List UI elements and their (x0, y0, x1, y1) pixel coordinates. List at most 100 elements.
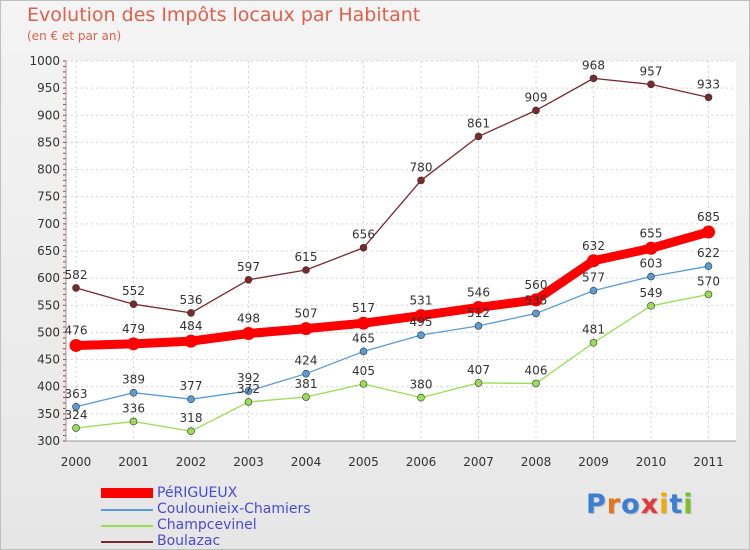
series-line-coulounieix-chamiers (75, 265, 710, 408)
y-tick-label-1000: 1000 (29, 54, 60, 68)
series-line-p-rigueux (71, 227, 713, 350)
y-tick-label-750: 750 (37, 190, 60, 204)
x-tick-label-2009: 2009 (578, 455, 609, 469)
data-point-p-rigueux-2006 (414, 309, 428, 323)
y-tick-label-550: 550 (37, 298, 60, 312)
data-label-coulounieix-chamiers-2003: 392 (237, 371, 260, 385)
data-label-champcevinel-2005: 405 (352, 364, 375, 378)
data-point-p-rigueux-2009 (587, 254, 600, 268)
x-tick-label-2002: 2002 (176, 455, 207, 469)
data-label-champcevinel-2004: 381 (295, 377, 318, 391)
data-label-boulazac-2006: 780 (410, 160, 433, 174)
data-label-champcevinel-2001: 336 (122, 401, 145, 415)
data-point-champcevinel-2001 (129, 417, 138, 426)
x-tick-label-2004: 2004 (291, 455, 322, 469)
data-point-boulazac-2010 (647, 80, 655, 89)
x-tick-label-2006: 2006 (406, 455, 437, 469)
data-label-p-rigueux-2006: 531 (410, 294, 433, 308)
data-point-boulazac-2009 (589, 74, 598, 83)
data-label-p-rigueux-2009: 632 (582, 239, 605, 253)
data-label-p-rigueux-2004: 507 (295, 307, 318, 321)
data-point-boulazac-2007 (474, 132, 483, 141)
y-tick-label-800: 800 (37, 163, 60, 177)
data-label-boulazac-2001: 552 (122, 284, 145, 298)
series-line-boulazac (75, 77, 710, 314)
data-label-champcevinel-2003: 372 (237, 382, 260, 396)
data-label-p-rigueux-2010: 655 (640, 226, 663, 240)
data-label-champcevinel-2009: 481 (582, 323, 605, 337)
x-tick-label-2003: 2003 (233, 455, 264, 469)
y-tick-label-900: 900 (37, 108, 60, 122)
data-point-coulounieix-chamiers-2005 (359, 347, 368, 356)
data-point-p-rigueux-2007 (472, 300, 485, 314)
data-label-p-rigueux-2005: 517 (352, 301, 375, 315)
y-tick-label-300: 300 (37, 434, 60, 448)
series-line-champcevinel (75, 293, 710, 432)
data-point-champcevinel-2002 (187, 427, 195, 436)
x-tick-label-2005: 2005 (348, 455, 379, 469)
data-point-boulazac-2004 (302, 266, 310, 274)
legend-swatch-perigueux (101, 488, 153, 498)
data-label-champcevinel-2002: 318 (180, 411, 203, 425)
data-label-coulounieix-chamiers-2001: 389 (122, 373, 145, 387)
data-point-champcevinel-2005 (359, 380, 368, 388)
data-point-champcevinel-2010 (647, 302, 655, 310)
x-tick-label-2000: 2000 (61, 455, 92, 469)
data-point-boulazac-2006 (417, 176, 425, 185)
legend-label-boulazac: Boulazac (157, 533, 221, 549)
data-label-coulounieix-chamiers-2005: 465 (352, 331, 375, 345)
data-point-coulounieix-chamiers-2008 (532, 309, 540, 318)
data-point-champcevinel-2004 (302, 393, 310, 401)
data-point-p-rigueux-2003 (242, 327, 255, 341)
data-label-champcevinel-2006: 380 (410, 378, 433, 392)
data-point-champcevinel-2008 (532, 379, 540, 388)
data-point-p-rigueux-2004 (299, 322, 313, 336)
chart-title: Evolution des Impôts locaux par Habitant (27, 4, 421, 26)
data-label-boulazac-2008: 909 (525, 90, 548, 104)
data-point-coulounieix-chamiers-2007 (474, 322, 483, 330)
legend-label-coulounieix: Coulounieix-Chamiers (157, 501, 311, 517)
data-point-coulounieix-chamiers-2011 (704, 262, 713, 271)
data-label-coulounieix-chamiers-2011: 622 (697, 246, 720, 260)
data-label-champcevinel-2010: 549 (640, 286, 663, 300)
data-label-p-rigueux-2001: 479 (122, 322, 145, 336)
x-tick-label-2011: 2011 (693, 455, 724, 469)
y-tick-label-500: 500 (37, 325, 60, 339)
data-label-champcevinel-2011: 570 (697, 274, 720, 288)
y-tick-label-450: 450 (37, 353, 60, 367)
x-tick-label-2007: 2007 (463, 455, 494, 469)
data-point-p-rigueux-2001 (127, 337, 140, 351)
data-point-boulazac-2011 (704, 93, 713, 102)
data-label-boulazac-2002: 536 (180, 293, 203, 307)
data-point-boulazac-2005 (359, 243, 368, 252)
data-label-boulazac-2010: 957 (640, 64, 663, 78)
data-label-coulounieix-chamiers-2002: 377 (180, 379, 203, 393)
legend-swatch-boulazac (101, 541, 153, 543)
data-point-boulazac-2002 (187, 309, 195, 317)
data-label-coulounieix-chamiers-2007: 512 (467, 306, 490, 320)
data-point-p-rigueux-2000 (69, 338, 83, 352)
data-point-champcevinel-2007 (474, 379, 483, 387)
data-point-champcevinel-2009 (589, 338, 598, 347)
y-tick-label-350: 350 (37, 407, 60, 421)
data-label-boulazac-2000: 582 (65, 268, 88, 282)
data-point-coulounieix-chamiers-2002 (187, 395, 195, 404)
data-point-coulounieix-chamiers-2001 (129, 388, 138, 397)
data-label-coulounieix-chamiers-2009: 577 (582, 271, 605, 285)
data-point-champcevinel-2006 (417, 393, 425, 402)
data-label-coulounieix-chamiers-2004: 424 (295, 354, 318, 368)
data-point-coulounieix-chamiers-2003 (244, 387, 253, 395)
data-label-champcevinel-2008: 406 (525, 363, 548, 377)
data-label-champcevinel-2007: 407 (467, 363, 490, 377)
data-label-boulazac-2005: 656 (352, 228, 375, 242)
y-tick-label-700: 700 (37, 217, 60, 231)
data-point-boulazac-2000 (72, 284, 80, 292)
data-point-boulazac-2003 (244, 275, 253, 284)
data-point-coulounieix-chamiers-2009 (589, 286, 598, 295)
chart-subtitle: (en € et par an) (27, 29, 122, 43)
data-point-p-rigueux-2005 (357, 316, 370, 330)
x-tick-label-2008: 2008 (521, 455, 552, 469)
data-label-p-rigueux-2007: 546 (467, 285, 490, 299)
data-point-p-rigueux-2008 (529, 293, 543, 307)
